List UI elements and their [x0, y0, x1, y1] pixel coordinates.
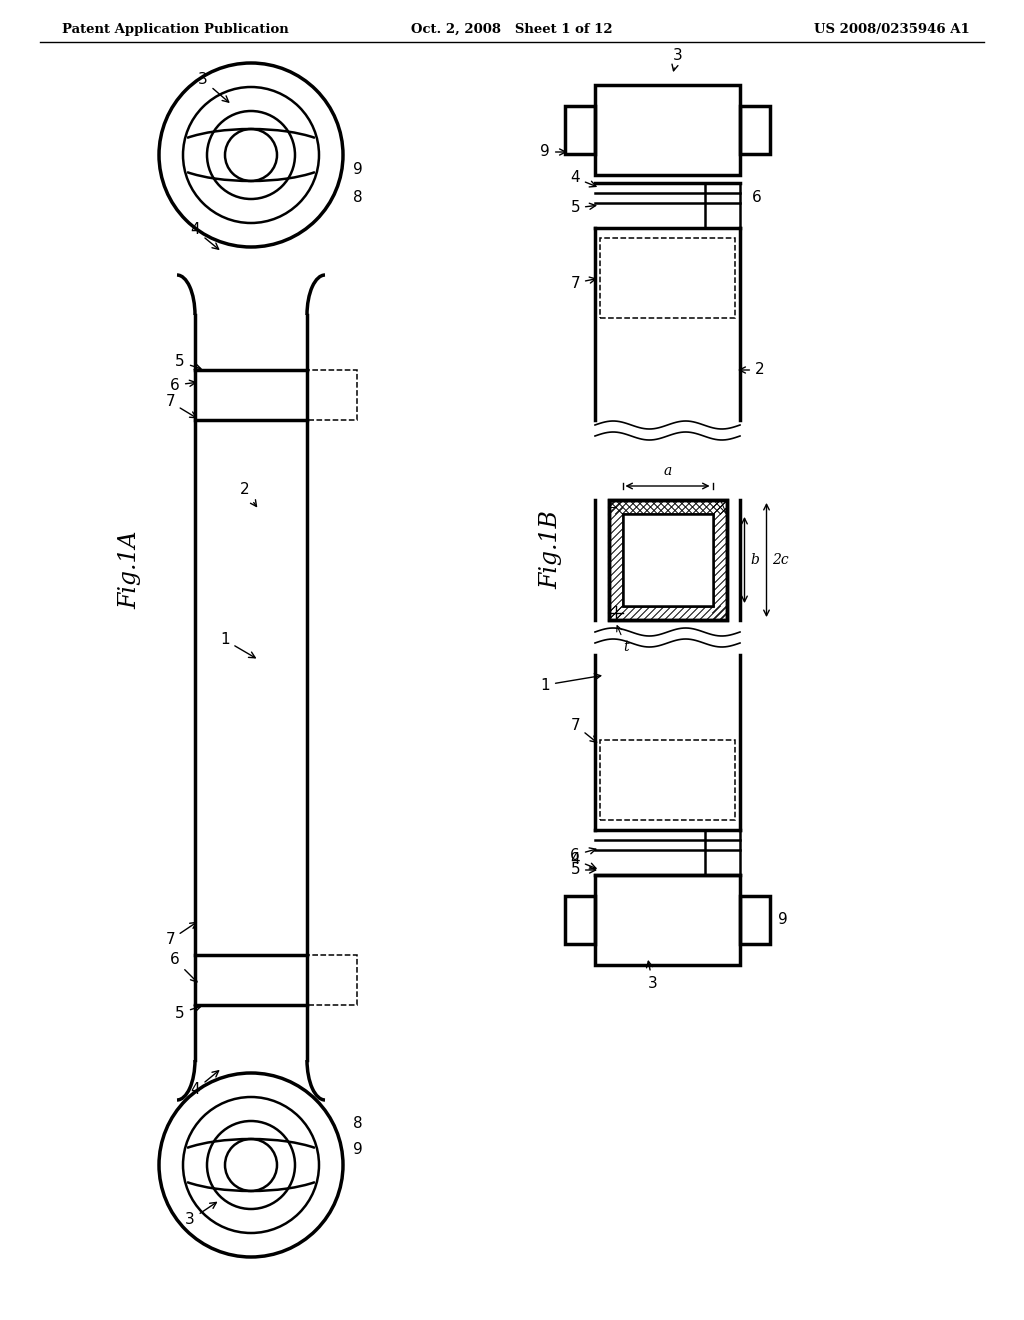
Text: 1: 1 — [541, 673, 601, 693]
Text: 3: 3 — [199, 73, 228, 102]
Text: 4: 4 — [190, 223, 219, 249]
Text: 4: 4 — [190, 1071, 219, 1097]
Text: 9: 9 — [541, 144, 565, 160]
Text: a: a — [664, 465, 672, 478]
Text: Fig.1B: Fig.1B — [539, 511, 562, 590]
Text: 2: 2 — [739, 363, 765, 378]
Text: 3: 3 — [672, 48, 682, 71]
Bar — [623, 513, 713, 606]
Text: 6: 6 — [170, 953, 197, 982]
Bar — [623, 513, 713, 606]
Text: US 2008/0235946 A1: US 2008/0235946 A1 — [814, 22, 970, 36]
Text: 6: 6 — [752, 190, 762, 206]
Bar — [740, 896, 770, 944]
Text: t: t — [616, 626, 629, 653]
Bar — [705, 183, 740, 228]
Bar — [623, 513, 713, 606]
Bar — [595, 84, 740, 176]
Bar — [195, 954, 357, 1005]
Bar — [600, 238, 735, 318]
Text: 7: 7 — [570, 276, 596, 290]
Text: 7: 7 — [165, 923, 197, 948]
Bar — [740, 106, 770, 154]
Bar — [705, 830, 740, 875]
Text: Fig.1A: Fig.1A — [119, 531, 141, 610]
Text: 9: 9 — [353, 162, 362, 177]
Text: 5: 5 — [175, 1006, 201, 1020]
Text: b: b — [751, 553, 760, 568]
Text: 2: 2 — [240, 483, 256, 507]
Text: 4: 4 — [570, 853, 596, 869]
Text: 5: 5 — [175, 355, 201, 370]
Text: 9: 9 — [353, 1143, 362, 1158]
Bar — [195, 370, 357, 420]
Bar — [600, 741, 735, 820]
Bar — [595, 875, 740, 965]
Text: Patent Application Publication: Patent Application Publication — [62, 22, 289, 36]
Bar — [565, 896, 595, 944]
Text: 7: 7 — [570, 718, 597, 742]
Bar — [565, 106, 595, 154]
Text: 4: 4 — [570, 170, 596, 187]
Text: 6: 6 — [570, 847, 596, 862]
Text: 8: 8 — [353, 190, 362, 205]
Text: 5: 5 — [570, 201, 596, 215]
Text: 2c: 2c — [772, 553, 790, 568]
Text: 7: 7 — [165, 395, 197, 417]
Bar — [608, 500, 726, 620]
Text: 5: 5 — [570, 862, 596, 878]
Text: 6: 6 — [170, 378, 196, 392]
Text: 9: 9 — [778, 912, 787, 928]
Bar — [608, 500, 726, 620]
Text: Oct. 2, 2008   Sheet 1 of 12: Oct. 2, 2008 Sheet 1 of 12 — [412, 22, 612, 36]
Text: 3: 3 — [185, 1203, 216, 1228]
Text: 1: 1 — [220, 632, 255, 657]
Text: 8: 8 — [353, 1115, 362, 1130]
Text: 3: 3 — [646, 961, 657, 990]
